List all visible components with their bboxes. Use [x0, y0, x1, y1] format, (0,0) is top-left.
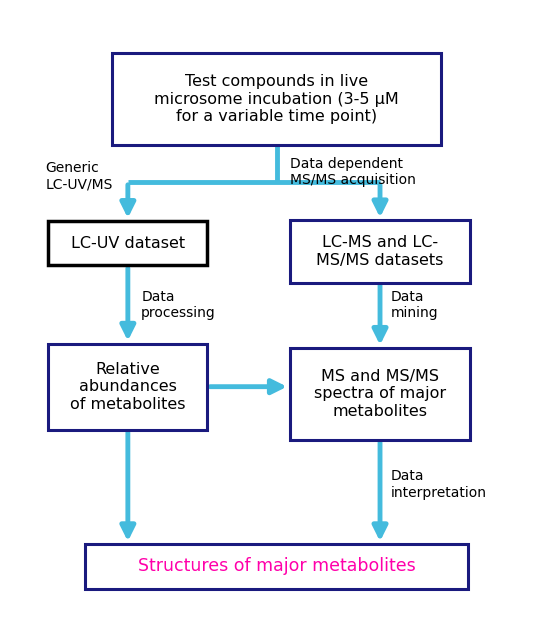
Text: MS and MS/MS
spectra of major
metabolites: MS and MS/MS spectra of major metabolite…: [314, 369, 446, 419]
Text: Data
interpretation: Data interpretation: [390, 469, 487, 500]
FancyBboxPatch shape: [48, 221, 207, 266]
Text: Structures of major metabolites: Structures of major metabolites: [138, 557, 415, 575]
FancyBboxPatch shape: [290, 348, 470, 440]
Text: LC-MS and LC-
MS/MS datasets: LC-MS and LC- MS/MS datasets: [316, 235, 444, 268]
FancyBboxPatch shape: [112, 53, 441, 145]
FancyBboxPatch shape: [48, 344, 207, 430]
Text: Data
mining: Data mining: [390, 290, 439, 320]
Text: Generic
LC-UV/MS: Generic LC-UV/MS: [45, 161, 113, 191]
Text: Relative
abundances
of metabolites: Relative abundances of metabolites: [70, 362, 186, 411]
Text: LC-UV dataset: LC-UV dataset: [71, 235, 185, 251]
Text: Data dependent
MS/MS acquisition: Data dependent MS/MS acquisition: [290, 157, 416, 187]
FancyBboxPatch shape: [290, 220, 470, 283]
Text: Test compounds in live
microsome incubation (3-5 μM
for a variable time point): Test compounds in live microsome incubat…: [154, 74, 399, 124]
FancyBboxPatch shape: [85, 544, 468, 589]
Text: Data
processing: Data processing: [141, 290, 216, 320]
